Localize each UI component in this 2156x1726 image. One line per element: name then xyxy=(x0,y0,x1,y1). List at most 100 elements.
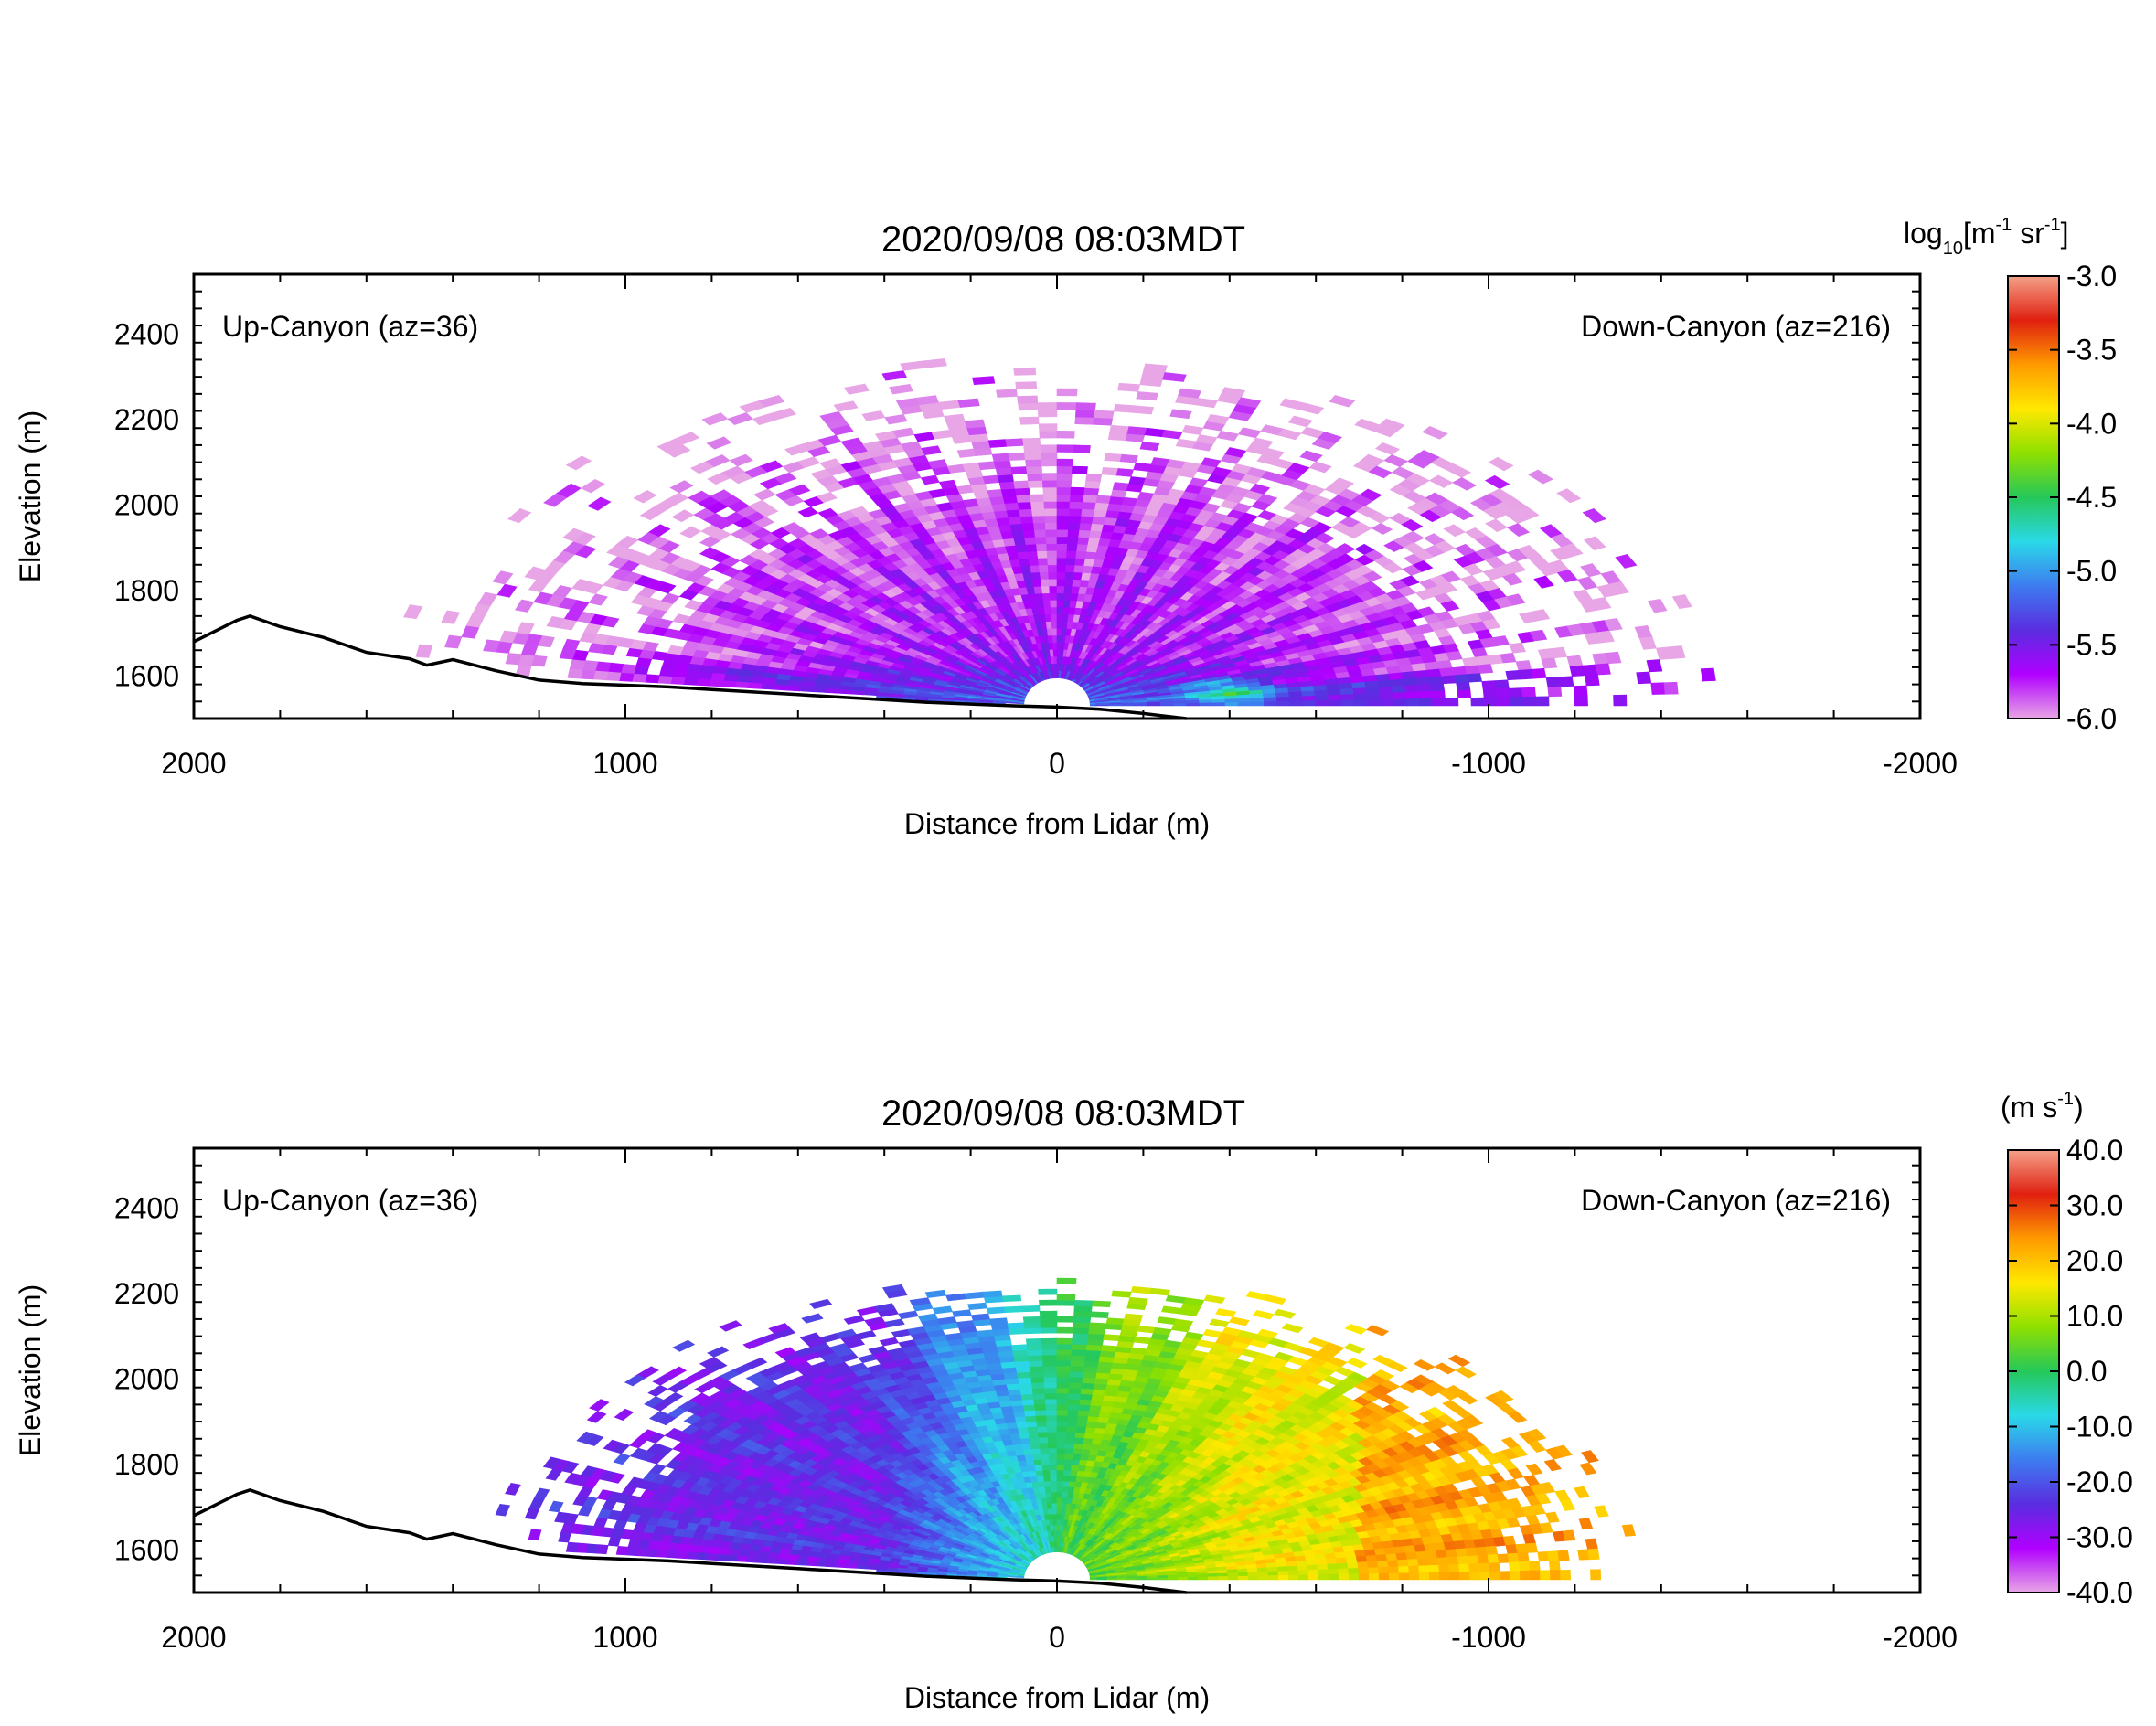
field-cell xyxy=(1045,528,1058,538)
field-cell xyxy=(991,503,1008,512)
field-cell xyxy=(1638,636,1657,650)
field-cell xyxy=(552,584,573,598)
field-cell xyxy=(1531,667,1547,679)
field-cell xyxy=(1362,675,1378,683)
panel-title: 2020/09/08 08:03MDT xyxy=(881,1093,1245,1134)
field-cell xyxy=(1056,388,1078,397)
field-cell xyxy=(1056,528,1069,538)
field-cell xyxy=(1051,634,1058,643)
field-cell xyxy=(1044,522,1058,530)
field-cell xyxy=(1421,425,1448,440)
x-axis: 2000 1000 0 -1000 -2000 xyxy=(161,274,1958,780)
field-cell xyxy=(1237,701,1252,707)
field-cell xyxy=(1056,402,1077,410)
colorbar-label-sup: -1 xyxy=(1996,215,2012,235)
field-cell xyxy=(461,624,480,639)
field-cell xyxy=(1048,571,1058,580)
field-cell xyxy=(1488,456,1514,472)
field-cell xyxy=(1056,444,1074,453)
field-cell xyxy=(1056,585,1065,594)
field-cell xyxy=(1056,522,1070,530)
field-cell xyxy=(1025,458,1042,467)
field-cell xyxy=(1008,452,1026,461)
field-cell xyxy=(646,1548,659,1558)
field-cell xyxy=(1331,477,1355,490)
x-tick-label: 0 xyxy=(1049,747,1065,780)
field-cell xyxy=(1143,363,1168,373)
field-cell xyxy=(1009,523,1024,532)
field-cell xyxy=(580,1465,598,1478)
field-cell xyxy=(1613,694,1628,707)
field-cell xyxy=(1288,696,1304,702)
field-cell xyxy=(1531,609,1551,622)
field-cell xyxy=(1056,494,1072,502)
field-cell xyxy=(1428,474,1454,488)
field-cell xyxy=(1477,664,1494,674)
field-cell xyxy=(1636,671,1652,685)
field-cell xyxy=(1378,686,1393,694)
field-cell xyxy=(1521,687,1536,698)
field-cell xyxy=(1033,585,1043,594)
field-cell xyxy=(729,453,753,467)
field-cell xyxy=(1019,416,1040,425)
field-cell xyxy=(533,1487,550,1500)
field-cell xyxy=(1043,606,1051,615)
field-cell xyxy=(1068,515,1083,524)
field-cell xyxy=(1126,426,1147,436)
field-cell xyxy=(1446,464,1472,478)
field-cell xyxy=(1388,672,1404,681)
field-cell xyxy=(1066,543,1079,552)
field-cell xyxy=(633,489,657,504)
field-cell xyxy=(1056,564,1067,572)
field-cell xyxy=(727,412,753,426)
field-cell xyxy=(801,1313,824,1324)
colorbar-tick-label: -5.5 xyxy=(2066,628,2117,661)
field-cell xyxy=(507,508,532,524)
field-cell xyxy=(1238,427,1262,439)
field-cell xyxy=(1224,698,1239,703)
colorbar-label-part: [m xyxy=(1963,217,1996,250)
field-cell xyxy=(1327,688,1342,697)
field-cell xyxy=(1043,501,1058,509)
y-tick-label: 2000 xyxy=(114,488,179,521)
field-cell xyxy=(1262,447,1285,460)
field-cell xyxy=(1380,698,1394,707)
field-cell xyxy=(1028,558,1040,566)
backscatter-panel: 2020/09/08 08:03MDT 2000 1000 0 -1000 -2000 … xyxy=(14,215,2117,840)
field-cell xyxy=(964,419,986,429)
field-cell xyxy=(696,1551,709,1561)
field-cell xyxy=(1390,678,1405,687)
field-cell xyxy=(1509,696,1524,707)
field-cell xyxy=(955,485,975,495)
field-cell xyxy=(1615,554,1638,569)
field-layer xyxy=(495,1277,1636,1593)
field-cell xyxy=(567,667,583,679)
field-cell xyxy=(1604,617,1623,632)
field-cell xyxy=(1585,674,1600,687)
field-cell xyxy=(1005,438,1024,447)
field-cell xyxy=(614,1408,635,1421)
field-cell xyxy=(465,613,486,628)
field-cell xyxy=(1004,502,1019,511)
field-cell xyxy=(1377,679,1393,688)
field-cell xyxy=(1404,685,1419,693)
field-cell xyxy=(1010,466,1028,475)
field-cell xyxy=(1064,571,1075,580)
field-cell xyxy=(1048,578,1058,587)
field-cell xyxy=(1022,529,1036,538)
field-cell xyxy=(1046,627,1053,636)
field-cell xyxy=(1566,655,1584,667)
field-cell xyxy=(528,1529,542,1540)
field-cell xyxy=(1063,592,1073,601)
field-cell xyxy=(1574,695,1588,707)
field-cell xyxy=(1093,508,1108,518)
field-cell xyxy=(1454,674,1469,684)
annotation-down-canyon: Down-Canyon (az=216) xyxy=(1581,310,1891,343)
field-cell xyxy=(1288,691,1303,698)
field-cell xyxy=(1052,648,1058,657)
field-cell xyxy=(1437,581,1458,594)
field-cell xyxy=(1037,402,1058,410)
field-cell xyxy=(1047,634,1053,644)
field-cell xyxy=(565,1541,579,1553)
field-cell xyxy=(1366,693,1382,700)
